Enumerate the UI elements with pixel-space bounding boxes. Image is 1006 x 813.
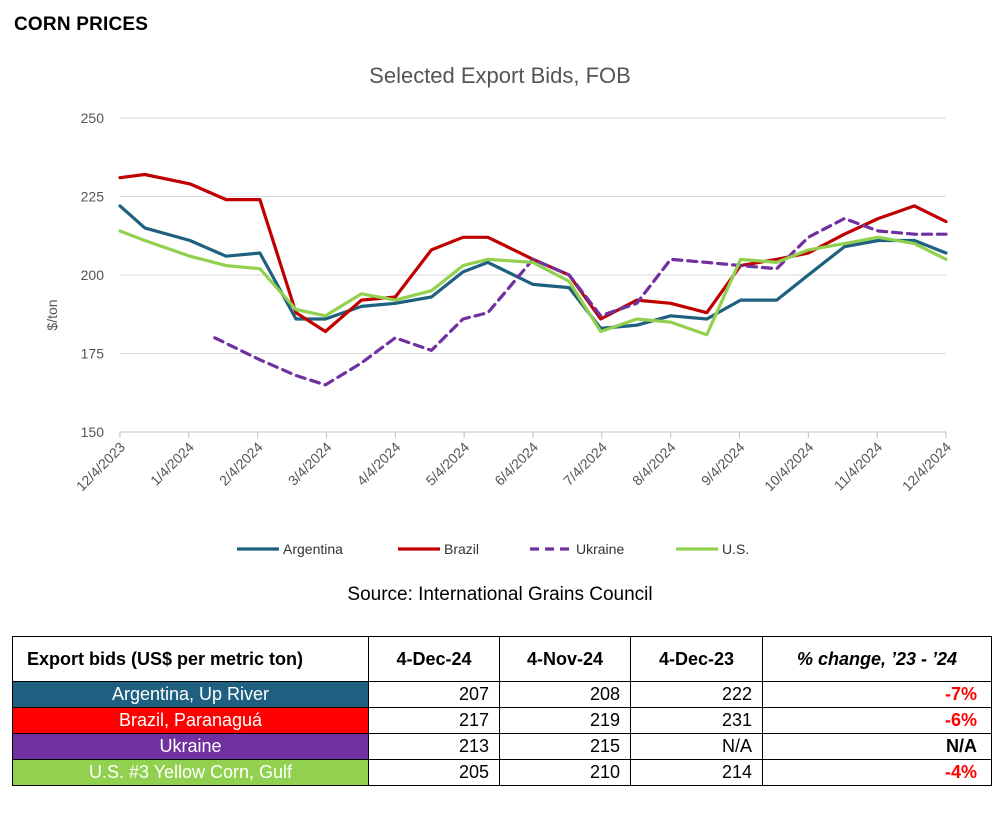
x-tick-label: 9/4/2024	[698, 439, 748, 489]
x-tick-label: 11/4/2024	[831, 439, 886, 494]
value-cell: 217	[368, 707, 500, 734]
chart-title: Selected Export Bids, FOB	[369, 63, 631, 88]
page-heading: CORN PRICES	[14, 14, 149, 35]
x-tick-label: 3/4/2024	[285, 439, 335, 489]
y-tick-label: 200	[81, 267, 105, 283]
y-tick-label: 175	[81, 346, 105, 362]
line-chart: Selected Export Bids, FOB $/ton 150 175 20…	[44, 63, 955, 557]
x-tick-label: 12/4/2024	[899, 439, 955, 495]
value-cell: 219	[499, 707, 631, 734]
row-name-cell: Brazil, Paranaguá	[12, 707, 369, 734]
series-line-us	[118, 229, 948, 337]
value-cell: 207	[368, 681, 500, 708]
row-name-cell: Ukraine	[12, 733, 369, 760]
value-cell: 215	[499, 733, 631, 760]
header-cell: 4-Dec-23	[630, 636, 763, 682]
legend: Argentina Brazil Ukraine U.S.	[237, 541, 749, 557]
value-cell: 205	[368, 759, 500, 786]
header-cell: % change, ’23 - ’24	[762, 636, 992, 682]
y-tick-label: 225	[81, 189, 105, 205]
value-cell: 213	[368, 733, 500, 760]
legend-label: U.S.	[722, 541, 749, 557]
export-bids-table: Export bids (US$ per metric ton) 4-Dec-2…	[12, 636, 992, 786]
value-cell: 231	[630, 707, 763, 734]
x-tick-label: 2/4/2024	[216, 439, 266, 489]
table-header-row: Export bids (US$ per metric ton) 4-Dec-2…	[12, 636, 992, 682]
value-cell: N/A	[630, 733, 763, 760]
header-cell: Export bids (US$ per metric ton)	[12, 636, 369, 682]
x-tick-label: 1/4/2024	[147, 439, 197, 489]
x-tick-label: 7/4/2024	[560, 439, 610, 489]
source-note: Source: International Grains Council	[347, 584, 653, 605]
value-cell: 210	[499, 759, 631, 786]
value-cell: 208	[499, 681, 631, 708]
x-tick-label: 10/4/2024	[761, 439, 817, 495]
table-row: Ukraine 213 215 N/A N/A	[12, 733, 992, 760]
x-axis: 12/4/2023 1/4/2024 2/4/2024 3/4/2024 4/4/202…	[73, 432, 955, 495]
pct-change-cell: -6%	[762, 707, 992, 734]
x-tick-label: 5/4/2024	[422, 439, 472, 489]
header-cell: 4-Dec-24	[368, 636, 500, 682]
legend-label: Brazil	[444, 541, 479, 557]
x-tick-label: 8/4/2024	[629, 439, 679, 489]
row-name-cell: U.S. #3 Yellow Corn, Gulf	[12, 759, 369, 786]
x-tick-label: 12/4/2023	[73, 439, 129, 495]
header-cell: 4-Nov-24	[499, 636, 631, 682]
y-axis-ticks: 150 175 200 225 250	[81, 110, 105, 440]
x-tick-label: 4/4/2024	[354, 439, 404, 489]
value-cell: 222	[630, 681, 763, 708]
header-cell-italic: % change, ’23 - ’24	[796, 648, 958, 669]
pct-change-cell: -4%	[762, 759, 992, 786]
table-row: Brazil, Paranaguá 217 219 231 -6%	[12, 707, 992, 734]
legend-label: Argentina	[283, 541, 343, 557]
series-line-ukraine	[213, 216, 948, 387]
gridlines	[120, 117, 946, 433]
value-cell: 214	[630, 759, 763, 786]
series-line-argentina	[118, 204, 948, 330]
y-axis-label: $/ton	[44, 299, 60, 330]
pct-change-cell: -7%	[762, 681, 992, 708]
table-row: Argentina, Up River 207 208 222 -7%	[12, 681, 992, 708]
series-lines	[118, 172, 948, 387]
row-name-cell: Argentina, Up River	[12, 681, 369, 708]
y-tick-label: 150	[81, 424, 105, 440]
x-tick-label: 6/4/2024	[491, 439, 541, 489]
y-tick-label: 250	[81, 110, 105, 126]
legend-label: Ukraine	[576, 541, 624, 557]
table-row: U.S. #3 Yellow Corn, Gulf 205 210 214 -4%	[12, 759, 992, 786]
pct-change-cell: N/A	[762, 733, 992, 760]
